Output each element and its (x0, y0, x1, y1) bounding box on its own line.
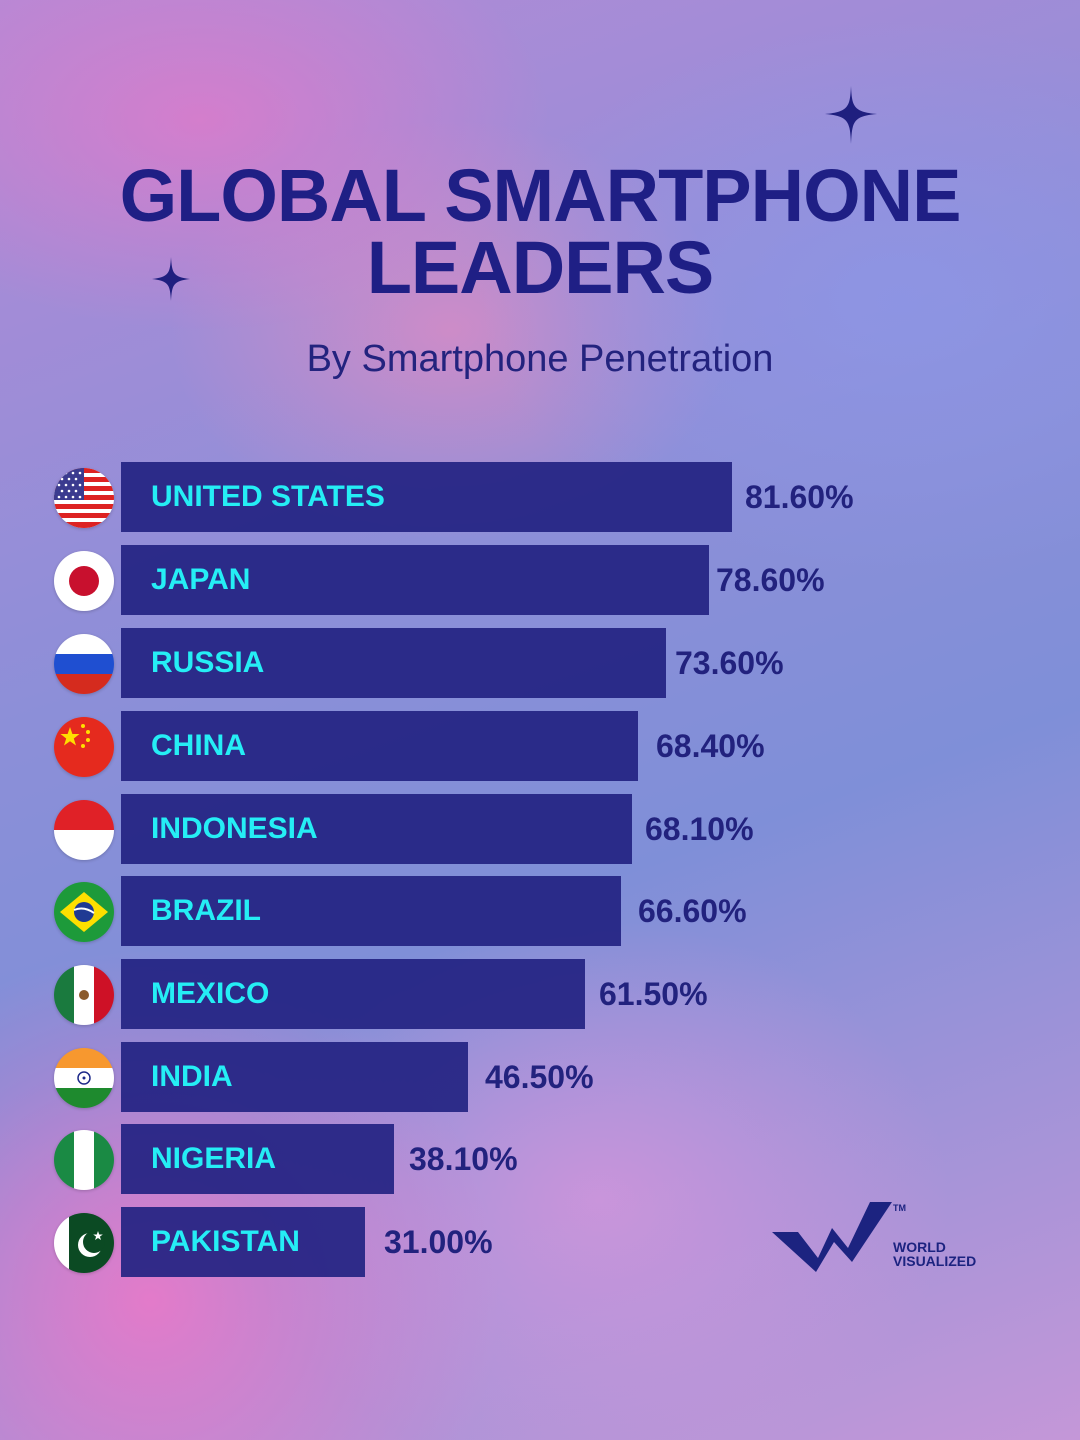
us-flag-icon (54, 468, 114, 528)
title-line-1: GLOBAL SMARTPHONE (119, 154, 962, 237)
japan-flag-icon (54, 551, 114, 611)
country-label: BRAZIL (151, 894, 261, 927)
mexico-flag-icon (54, 965, 114, 1025)
value-label: 68.40% (656, 728, 765, 764)
pakistan-flag-icon (54, 1213, 114, 1273)
world-visualized-logo-icon (772, 1202, 892, 1272)
nigeria-flag-icon (54, 1130, 114, 1190)
page-title: GLOBAL SMARTPHONE LEADERS (0, 154, 1080, 309)
value-label: 78.60% (716, 562, 825, 598)
russia-flag-icon (54, 634, 114, 694)
chart-row-mexico: MEXICO 61.50% (0, 959, 1080, 1029)
chart-row-nigeria: NIGERIA 38.10% (0, 1124, 1080, 1194)
chart-row-russia: RUSSIA 73.60% (0, 628, 1080, 698)
bar: JAPAN (121, 545, 709, 615)
chart-row-indonesia: INDONESIA 68.10% (0, 794, 1080, 864)
value-label: 46.50% (485, 1059, 594, 1095)
sparkle-icon (152, 257, 190, 301)
country-label: JAPAN (151, 563, 251, 596)
value-label: 81.60% (745, 479, 854, 515)
country-label: RUSSIA (151, 646, 265, 679)
bar: CHINA (121, 711, 638, 781)
indonesia-flag-icon (54, 800, 114, 860)
sparkle-icon (825, 86, 877, 144)
country-label: CHINA (151, 729, 246, 762)
country-label: NIGERIA (151, 1142, 277, 1175)
brand-line-1: WORLD (893, 1239, 946, 1255)
chart-row-pakistan: PAKISTAN 31.00% (0, 1207, 1080, 1277)
country-label: MEXICO (151, 977, 270, 1010)
subtitle: By Smartphone Penetration (306, 338, 774, 380)
value-label: 73.60% (675, 645, 784, 681)
value-label: 68.10% (645, 811, 754, 847)
bar: RUSSIA (121, 628, 666, 698)
country-label: PAKISTAN (151, 1225, 300, 1258)
chart-row-china: CHINA 68.40% (0, 711, 1080, 781)
brand-line-2: VISUALIZED (893, 1253, 977, 1269)
value-label: 61.50% (599, 976, 708, 1012)
bar: UNITED STATES (121, 462, 732, 532)
bar: INDIA (121, 1042, 468, 1112)
chart-row-japan: JAPAN 78.60% (0, 545, 1080, 615)
title-line-2: LEADERS (366, 226, 715, 309)
bar: MEXICO (121, 959, 585, 1029)
chart-row-united-states: UNITED STATES 81.60% (0, 462, 1080, 532)
value-label: 38.10% (409, 1141, 518, 1177)
chart-row-brazil: BRAZIL 66.60% (0, 876, 1080, 946)
brazil-flag-icon (54, 882, 114, 942)
china-flag-icon (54, 717, 114, 777)
bar: PAKISTAN (121, 1207, 365, 1277)
trademark: TM (893, 1203, 906, 1213)
country-label: INDIA (151, 1060, 233, 1093)
brand-name: WORLD VISUALIZED (893, 1240, 976, 1268)
bar: INDONESIA (121, 794, 632, 864)
value-label: 66.60% (638, 893, 747, 929)
bar: BRAZIL (121, 876, 621, 946)
value-label: 31.00% (384, 1224, 493, 1260)
bar: NIGERIA (121, 1124, 394, 1194)
country-label: UNITED STATES (151, 480, 385, 513)
country-label: INDONESIA (151, 812, 318, 845)
chart-row-india: INDIA 46.50% (0, 1042, 1080, 1112)
india-flag-icon (54, 1048, 114, 1108)
